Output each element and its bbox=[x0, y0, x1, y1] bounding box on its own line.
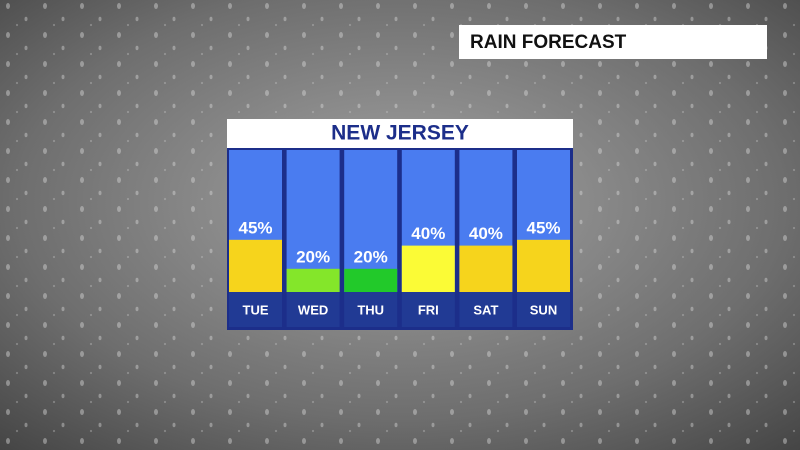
chart-title: NEW JERSEY bbox=[331, 122, 469, 145]
day-bg bbox=[286, 292, 340, 327]
x-tick-label: SAT bbox=[473, 302, 498, 317]
day-bg bbox=[517, 292, 570, 327]
title-bar bbox=[227, 119, 573, 149]
column-bg bbox=[344, 150, 398, 292]
bar bbox=[401, 245, 455, 292]
value-label: 20% bbox=[296, 247, 330, 266]
day-bg bbox=[401, 292, 455, 327]
bar bbox=[286, 268, 340, 292]
value-label: 20% bbox=[354, 247, 388, 266]
header-title: RAIN FORECAST bbox=[470, 32, 627, 53]
day-bg bbox=[459, 292, 513, 327]
day-bg bbox=[344, 292, 398, 327]
x-tick-label: SUN bbox=[530, 302, 557, 317]
value-label: 45% bbox=[526, 218, 560, 237]
bar bbox=[459, 245, 513, 292]
bar bbox=[517, 239, 570, 292]
column-bg bbox=[286, 150, 340, 292]
header-box bbox=[459, 25, 767, 59]
bar bbox=[229, 239, 282, 292]
bars: 45% TUE 20% WED 20% THU 40% FRI 40% SAT 45% SUN bbox=[229, 150, 570, 327]
value-label: 40% bbox=[469, 224, 503, 243]
x-tick-label: TUE bbox=[243, 302, 269, 317]
bar bbox=[344, 268, 398, 292]
panel bbox=[227, 148, 573, 330]
value-label: 40% bbox=[411, 224, 445, 243]
x-tick-label: FRI bbox=[418, 302, 439, 317]
x-tick-label: WED bbox=[298, 302, 328, 317]
value-label: 45% bbox=[238, 218, 272, 237]
x-tick-label: THU bbox=[357, 302, 384, 317]
day-bg bbox=[229, 292, 282, 327]
